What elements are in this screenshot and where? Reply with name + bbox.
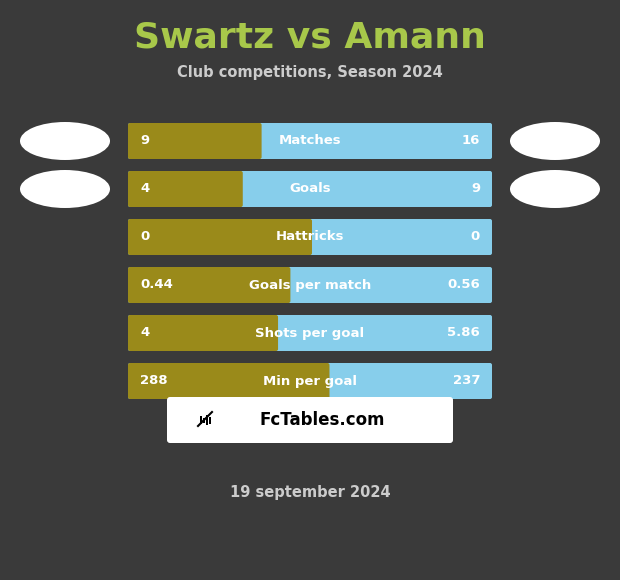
FancyBboxPatch shape	[128, 171, 492, 207]
Text: FcTables.com: FcTables.com	[259, 411, 385, 429]
FancyBboxPatch shape	[128, 219, 312, 255]
Text: 237: 237	[453, 375, 480, 387]
Text: 5.86: 5.86	[447, 327, 480, 339]
Text: Goals: Goals	[289, 183, 331, 195]
FancyBboxPatch shape	[206, 415, 208, 425]
Text: 0: 0	[471, 230, 480, 244]
Text: 0.56: 0.56	[447, 278, 480, 292]
Text: 4: 4	[140, 183, 149, 195]
FancyBboxPatch shape	[128, 363, 492, 399]
FancyBboxPatch shape	[128, 315, 278, 351]
FancyBboxPatch shape	[128, 267, 492, 303]
Text: Swartz vs Amann: Swartz vs Amann	[134, 21, 486, 55]
FancyBboxPatch shape	[128, 171, 243, 207]
FancyBboxPatch shape	[128, 363, 329, 399]
Text: Hattricks: Hattricks	[276, 230, 344, 244]
Text: 4: 4	[140, 327, 149, 339]
FancyBboxPatch shape	[209, 416, 211, 423]
FancyBboxPatch shape	[128, 267, 290, 303]
Text: 16: 16	[462, 135, 480, 147]
Ellipse shape	[20, 170, 110, 208]
FancyBboxPatch shape	[128, 315, 492, 351]
FancyBboxPatch shape	[128, 219, 492, 255]
FancyBboxPatch shape	[128, 123, 492, 159]
FancyBboxPatch shape	[200, 416, 202, 424]
Text: 9: 9	[471, 183, 480, 195]
Text: 0.44: 0.44	[140, 278, 173, 292]
Text: Shots per goal: Shots per goal	[255, 327, 365, 339]
Ellipse shape	[510, 170, 600, 208]
FancyBboxPatch shape	[167, 397, 453, 443]
Text: Club competitions, Season 2024: Club competitions, Season 2024	[177, 64, 443, 79]
Text: Goals per match: Goals per match	[249, 278, 371, 292]
Ellipse shape	[20, 122, 110, 160]
Ellipse shape	[510, 122, 600, 160]
Text: 0: 0	[140, 230, 149, 244]
Text: 9: 9	[140, 135, 149, 147]
Text: 288: 288	[140, 375, 167, 387]
FancyBboxPatch shape	[203, 418, 205, 422]
Text: Min per goal: Min per goal	[263, 375, 357, 387]
Text: 19 september 2024: 19 september 2024	[229, 484, 391, 499]
Text: Matches: Matches	[278, 135, 342, 147]
FancyBboxPatch shape	[128, 123, 262, 159]
